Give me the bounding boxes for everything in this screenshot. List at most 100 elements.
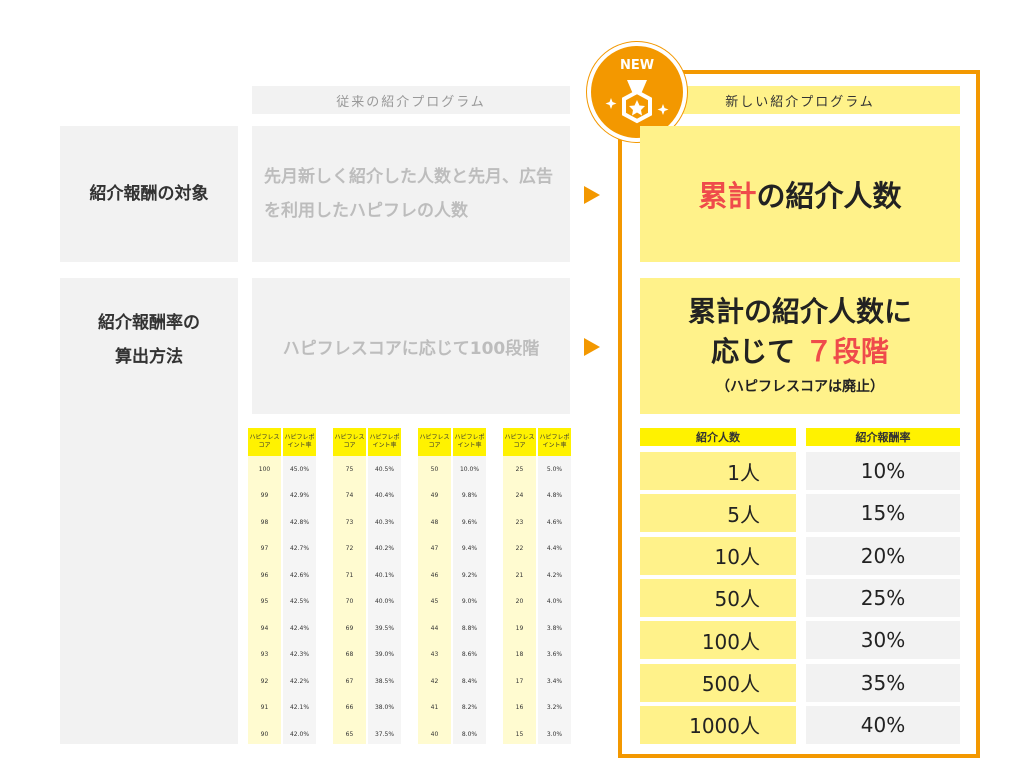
rate-table-head-people: 紹介人数 [640,428,796,446]
table-row: 22 4.4% [503,535,573,562]
table-row: 65 37.5% [333,721,403,744]
new-method-note: （ハピフレスコアは廃止） [716,379,884,395]
old-program-header: 従来の紹介プログラム [252,86,570,114]
score-table: ハピフレスコア ハピフレポイント率 25 5.0% 24 4.8% 23 4.6% 22 4.4%… [503,428,573,744]
score-cell: 44 [418,615,451,642]
table-row: 18 3.6% [503,641,573,668]
old-target-text: 先月新しく紹介した人数と先月、広告を利用したハピフレの人数 [252,126,570,262]
table-row: 95 42.5% [248,588,318,615]
table-row: 40 8.0% [418,721,488,744]
point-rate-cell: 40.3% [368,509,401,536]
score-cell: 42 [418,668,451,695]
rate-row-rate: 15% [806,494,960,533]
new-method-line1: 累計の紹介人数に [687,295,912,328]
point-rate-cell: 40.2% [368,535,401,562]
rate-row-people: 5人 [640,494,796,533]
point-rate-cell: 5.0% [538,456,571,483]
table-row: 91 42.1% [248,694,318,721]
point-rate-cell: 4.0% [538,588,571,615]
table-row: 24 4.8% [503,482,573,509]
arrow-icon [584,186,600,204]
score-cell: 24 [503,482,536,509]
table-row: 43 8.6% [418,641,488,668]
score-cell: 47 [418,535,451,562]
point-rate-cell: 37.5% [368,721,401,744]
table-row: 67 38.5% [333,668,403,695]
rate-row-people: 50人 [640,578,796,617]
row-label-method-line1: 紹介報酬率の [98,313,200,333]
table-row: 17 3.4% [503,668,573,695]
score-cell: 92 [248,668,281,695]
new-method-line2: 応じて ７段階 [711,332,889,372]
old-method-text: ハピフレスコアに応じて100段階 [252,278,570,414]
score-cell: 70 [333,588,366,615]
point-rate-cell: 4.2% [538,562,571,589]
row-label-method: 紹介報酬率の 算出方法 [60,300,238,380]
table-row: 68 39.0% [333,641,403,668]
point-head-cell: ハピフレポイント率 [368,428,401,456]
new-target-rest: の紹介人数 [756,179,902,213]
new-target-highlight: 累計 [698,179,757,213]
point-rate-cell: 3.0% [538,721,571,744]
table-row: 75 40.5% [333,456,403,483]
table-row: 94 42.4% [248,615,318,642]
point-rate-cell: 42.8% [283,509,316,536]
score-table-head: ハピフレスコア ハピフレポイント率 [333,428,403,456]
table-row: 69 39.5% [333,615,403,642]
point-rate-cell: 45.0% [283,456,316,483]
score-cell: 18 [503,641,536,668]
medal-icon [605,80,669,124]
score-cell: 74 [333,482,366,509]
point-rate-cell: 10.0% [453,456,486,483]
score-cell: 73 [333,509,366,536]
point-rate-cell: 39.0% [368,641,401,668]
table-row: 21 4.2% [503,562,573,589]
point-rate-cell: 3.6% [538,641,571,668]
score-table-head: ハピフレスコア ハピフレポイント率 [503,428,573,456]
point-head-cell: ハピフレポイント率 [453,428,486,456]
rate-row-rate: 25% [806,578,960,617]
table-row: 100 45.0% [248,456,318,483]
table-row: 73 40.3% [333,509,403,536]
score-cell: 43 [418,641,451,668]
rate-row-people: 1000人 [640,705,796,744]
table-row: 49 9.8% [418,482,488,509]
point-rate-cell: 38.0% [368,694,401,721]
score-head-cell: ハピフレスコア [248,428,281,456]
point-rate-cell: 42.4% [283,615,316,642]
point-rate-cell: 8.2% [453,694,486,721]
table-row: 90 42.0% [248,721,318,744]
score-table-head: ハピフレスコア ハピフレポイント率 [418,428,488,456]
table-row: 46 9.2% [418,562,488,589]
point-rate-cell: 42.6% [283,562,316,589]
score-cell: 67 [333,668,366,695]
score-cell: 21 [503,562,536,589]
new-target-text: 累計の紹介人数 [698,173,901,215]
score-cell: 72 [333,535,366,562]
table-row: 97 42.7% [248,535,318,562]
table-row: 71 40.1% [333,562,403,589]
new-method-cell: 累計の紹介人数に 応じて ７段階 （ハピフレスコアは廃止） [640,278,960,414]
point-rate-cell: 4.6% [538,509,571,536]
point-rate-cell: 42.3% [283,641,316,668]
point-rate-cell: 4.8% [538,482,571,509]
table-row: 25 5.0% [503,456,573,483]
score-cell: 41 [418,694,451,721]
score-cell: 99 [248,482,281,509]
point-rate-cell: 42.9% [283,482,316,509]
point-rate-cell: 42.5% [283,588,316,615]
score-cell: 94 [248,615,281,642]
score-cell: 46 [418,562,451,589]
score-table: ハピフレスコア ハピフレポイント率 75 40.5% 74 40.4% 73 40.3% 72 4… [333,428,403,744]
table-row: 72 40.2% [333,535,403,562]
score-cell: 48 [418,509,451,536]
point-rate-cell: 40.1% [368,562,401,589]
rate-row-people: 10人 [640,536,796,575]
score-cell: 22 [503,535,536,562]
table-row: 99 42.9% [248,482,318,509]
point-rate-cell: 8.4% [453,668,486,695]
rate-row-people: 500人 [640,663,796,702]
point-rate-cell: 42.7% [283,535,316,562]
new-program-header: 新しい紹介プログラム [640,86,960,114]
score-table-head: ハピフレスコア ハピフレポイント率 [248,428,318,456]
